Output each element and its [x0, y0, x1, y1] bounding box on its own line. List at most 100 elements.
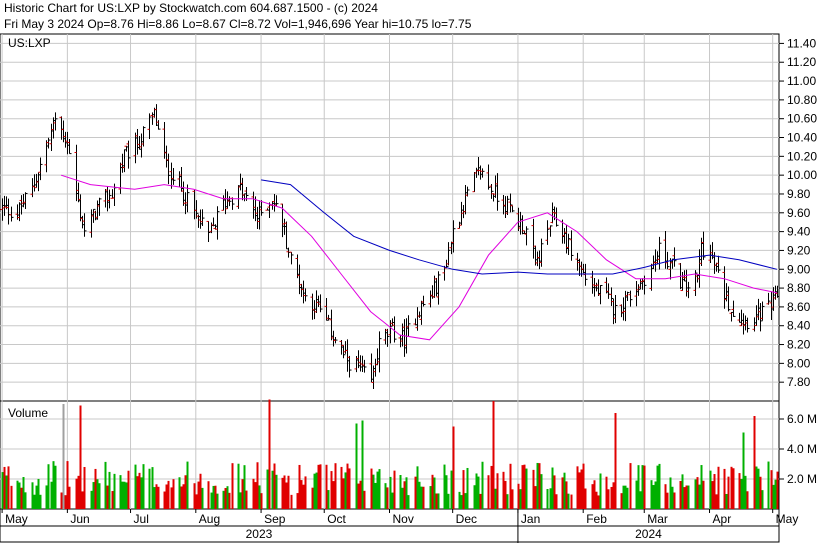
volume-bar [504, 480, 507, 509]
volume-bar [216, 493, 219, 509]
volume-bar [207, 481, 210, 509]
volume-bar [578, 472, 581, 509]
volume-bar [517, 483, 520, 509]
volume-bar [287, 475, 290, 509]
volume-bar [452, 426, 455, 509]
volume-bar [386, 487, 389, 509]
volume-bar [610, 486, 613, 509]
volume-bar [271, 470, 274, 509]
volume-bar [334, 463, 337, 509]
volume-bar [54, 465, 57, 509]
volume-bar [148, 468, 151, 509]
volume-bar [47, 464, 50, 509]
volume-bar [641, 465, 644, 509]
volume-bar [180, 486, 183, 509]
volume-bar [666, 492, 669, 509]
volume-bar [673, 492, 676, 509]
price-tick-label: 10.80 [787, 93, 817, 107]
volume-bar [525, 468, 528, 509]
volume-bar [256, 462, 259, 509]
volume-bar [346, 463, 349, 509]
volume-bar [66, 461, 69, 509]
volume-bar [509, 463, 512, 509]
volume-bar [433, 477, 436, 509]
volume-bar [681, 474, 684, 509]
volume-bar [744, 475, 747, 509]
month-axis: May Jun Jul Aug Sep Oct Nov Dec Jan Feb Mar Apr May [1, 509, 798, 526]
volume-bar [313, 473, 316, 509]
volume-bar [570, 494, 573, 509]
volume-bar [155, 484, 158, 509]
moving-average-line [60, 174, 777, 341]
volume-bar [325, 464, 328, 509]
month-tick-label: Jan [521, 512, 540, 526]
volume-bar [774, 479, 777, 509]
month-tick-label: Jun [70, 512, 89, 526]
volume-bar [123, 481, 126, 509]
volume-bar [702, 480, 705, 509]
volume-bar [268, 399, 271, 509]
volume-bar [24, 492, 27, 509]
volume-bar [363, 490, 366, 509]
volume-bar [10, 485, 13, 509]
volume-bar [31, 482, 34, 509]
volume-bar [7, 466, 10, 509]
volume-bar [715, 494, 718, 509]
volume-bar [458, 491, 461, 509]
volume-bar [416, 466, 419, 509]
volume-bar [639, 491, 642, 509]
volume-bar [20, 487, 23, 509]
volume-bar [523, 464, 526, 509]
volume-bar [348, 468, 351, 509]
volume-bar [285, 482, 288, 509]
volume-bar [496, 473, 499, 509]
volume-bar [490, 465, 493, 509]
volume-bar [597, 495, 600, 509]
volume-bar [770, 470, 773, 509]
volume-bar [170, 487, 173, 509]
volume-bar [104, 461, 107, 509]
month-tick-label: Nov [393, 512, 414, 526]
volume-bar [776, 471, 779, 509]
volume-bar [407, 495, 410, 509]
month-tick-label: Mar [647, 512, 668, 526]
year-axis: 2023 2024 [246, 509, 662, 543]
volume-bar [37, 478, 40, 509]
price-tick-label: 8.60 [787, 300, 811, 314]
volume-bar [420, 486, 423, 509]
volume-bar [669, 477, 672, 509]
volume-bar [700, 465, 703, 509]
volume-bar [241, 479, 244, 509]
volume-bar [344, 472, 347, 509]
volume-bar [576, 466, 579, 509]
volume-bar [178, 477, 181, 509]
volume-bar [182, 484, 185, 509]
volume-bar [755, 466, 758, 509]
volume-bar [561, 477, 564, 509]
volume-bar [658, 463, 661, 509]
volume-bar [96, 479, 99, 509]
volume-bar [243, 465, 246, 509]
month-tick-label: Sep [264, 512, 286, 526]
volume-bar [81, 491, 84, 509]
volume-title: Volume [8, 406, 48, 420]
volume-bar [50, 481, 53, 509]
volume-bar [422, 486, 425, 509]
volume-bar [551, 467, 554, 509]
volume-bar [342, 478, 345, 509]
volume-bar [92, 482, 95, 509]
volume-bar [511, 489, 514, 509]
volume-bar [125, 482, 128, 509]
chart-header: Historic Chart for US:LXP by Stockwatch.… [4, 0, 471, 32]
volume-bar [330, 471, 333, 509]
volume-bar [64, 495, 67, 509]
volume-bar [355, 423, 358, 509]
volume-bar [487, 475, 490, 509]
volume-bar [607, 489, 610, 509]
volume-bar [399, 475, 402, 509]
volume-bar [405, 477, 408, 509]
volume-bar [730, 466, 733, 509]
volume-bar [506, 494, 509, 509]
volume-bar [167, 480, 170, 509]
volume-bar [725, 493, 728, 509]
